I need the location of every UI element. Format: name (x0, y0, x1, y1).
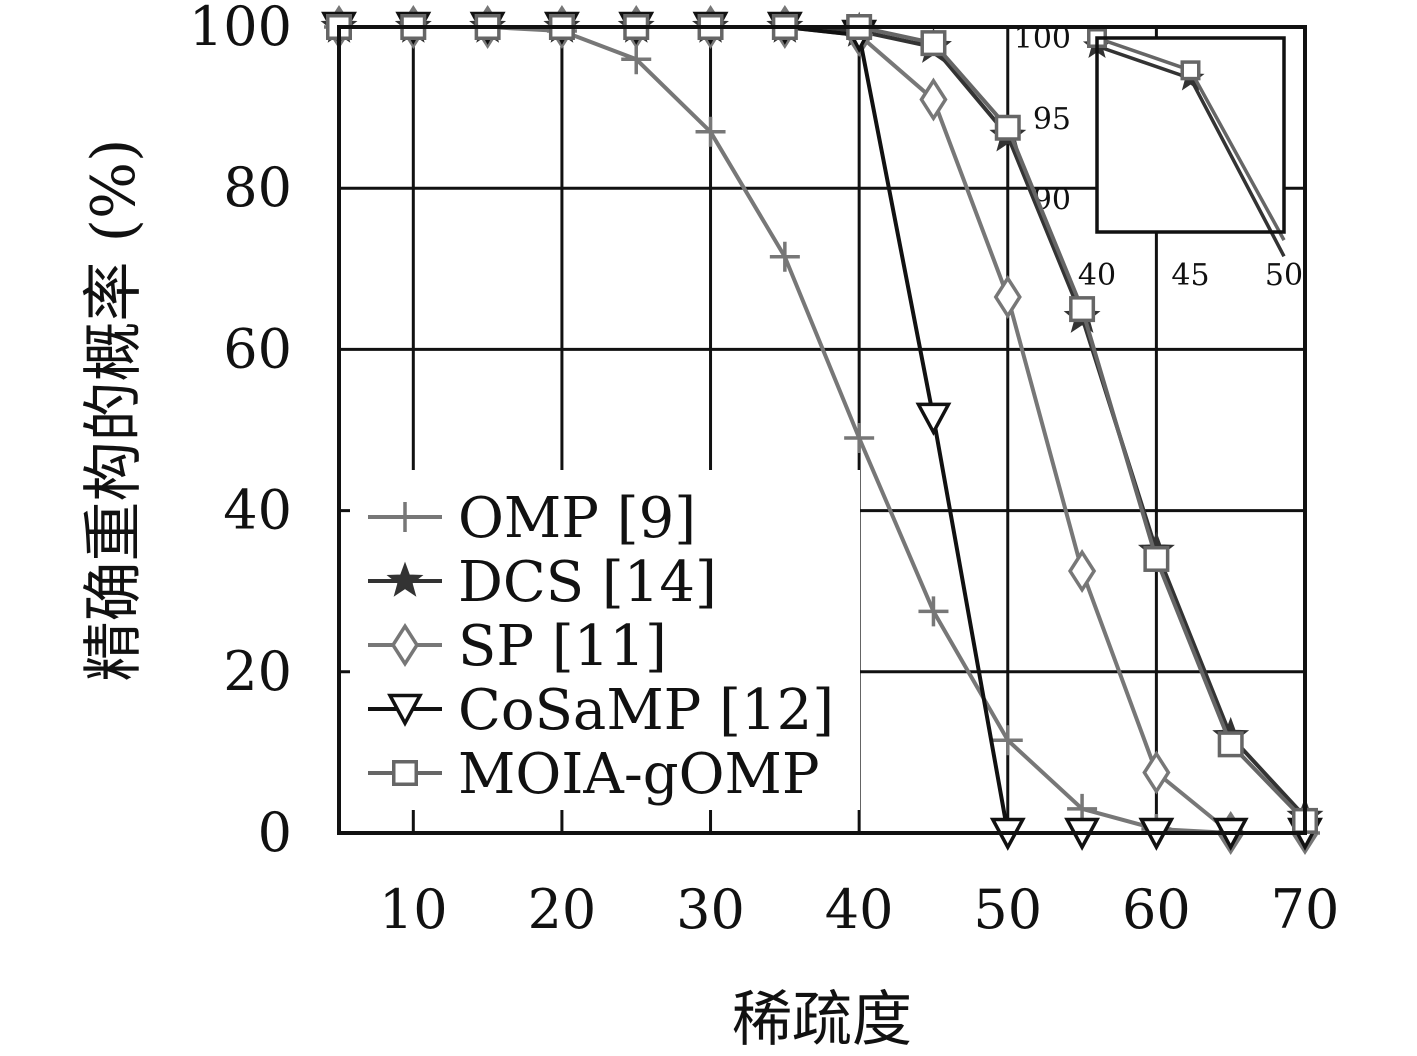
x-tick-label-60: 60 (1122, 878, 1191, 941)
legend-marker-cosamp-12 (387, 693, 423, 727)
y-tick-label-40: 40 (223, 479, 292, 542)
point-sp-11-60 (1142, 750, 1171, 795)
legend-item-sp-11: SP [11] (368, 614, 667, 679)
legend-marker-omp-9 (390, 502, 420, 532)
legend-label-moia-gomp: MOIA-gOMP (458, 742, 820, 807)
point-moia-gomp-60 (1143, 545, 1170, 572)
y-axis-title: 精确重构的概率 (%) (79, 139, 149, 682)
y-tick-label-20: 20 (223, 640, 292, 703)
inset-y-tick-label-95: 95 (1033, 102, 1071, 137)
inset-frame (1095, 36, 1286, 234)
point-cosamp-12-45 (915, 402, 952, 436)
legend-item-dcs-14: DCS [14] (368, 550, 717, 615)
x-axis-title: 稀疏度 (732, 985, 912, 1055)
inset-x-tick-label-45: 45 (1171, 258, 1209, 293)
y-tick-label-80: 80 (223, 156, 292, 219)
point-omp-9-35 (769, 241, 800, 272)
point-omp-9-45 (918, 596, 949, 627)
point-moia-gomp-65 (1217, 731, 1244, 758)
inset-x-tick-label-40: 40 (1078, 258, 1116, 293)
legend-item-moia-gomp: MOIA-gOMP (368, 742, 820, 807)
x-tick-label-10: 10 (379, 878, 448, 941)
point-moia-gomp-45 (920, 30, 947, 57)
tick-labels: 10 20 30 40 50 60 70 0 20 40 60 80 100 (189, 0, 1339, 941)
point-omp-9-30 (695, 116, 726, 147)
legend-marker-dcs-14 (386, 561, 424, 597)
point-omp-9-25 (621, 44, 652, 75)
point-moia-gomp-50 (994, 114, 1021, 141)
point-omp-9-40 (844, 423, 875, 454)
inset-point-moia-gomp-45 (1180, 60, 1201, 81)
y-tick-label-60: 60 (223, 317, 292, 380)
legend-label-omp-9: OMP [9] (458, 486, 696, 551)
legend-label-dcs-14: DCS [14] (458, 550, 717, 615)
legend-marker-moia-gomp (392, 760, 418, 786)
legend-background (350, 470, 860, 810)
legend-label-sp-11: SP [11] (458, 614, 667, 679)
point-omp-9-50 (992, 725, 1023, 756)
inset-x-tick-label-50: 50 (1265, 258, 1303, 293)
y-tick-label-100: 100 (189, 0, 292, 58)
plot-frame (337, 25, 1307, 835)
point-moia-gomp-55 (1069, 296, 1096, 323)
point-sp-11-45 (919, 77, 948, 122)
legend: OMP [9]DCS [14]SP [11]CoSaMP [12]MOIA-gO… (368, 486, 834, 807)
point-sp-11-50 (993, 275, 1022, 320)
x-tick-label-50: 50 (973, 878, 1042, 941)
x-tick-label-30: 30 (676, 878, 745, 941)
legend-item-cosamp-12: CoSaMP [12] (368, 678, 834, 743)
legend-label-cosamp-12: CoSaMP [12] (458, 678, 834, 743)
legend-item-omp-9: OMP [9] (368, 486, 696, 551)
x-tick-label-20: 20 (528, 878, 597, 941)
y-tick-label-0: 0 (258, 801, 292, 864)
point-sp-11-55 (1067, 549, 1097, 594)
legend-marker-sp-11 (390, 623, 420, 667)
x-tick-label-40: 40 (825, 878, 894, 941)
x-tick-label-70: 70 (1271, 878, 1340, 941)
